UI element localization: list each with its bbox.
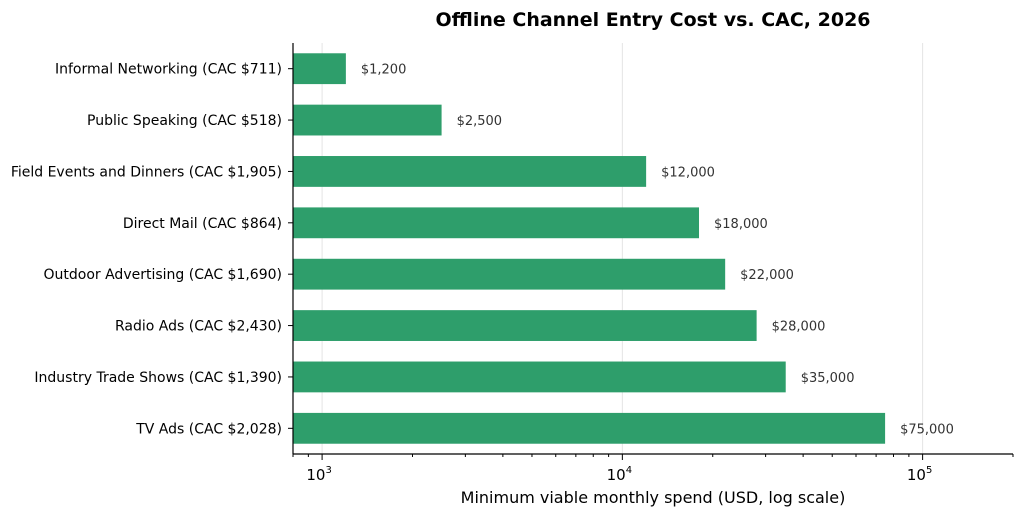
category-label: Radio Ads (CAC $2,430) [115, 319, 282, 335]
category-label: TV Ads (CAC $2,028) [135, 421, 282, 437]
x-tick-label: 104 [607, 465, 632, 484]
category-label: Direct Mail (CAC $864) [123, 216, 282, 232]
bars: $1,200 $2,500 $12,000 $18,000 $22,000 $28,000… [293, 53, 954, 444]
bar [293, 412, 886, 444]
bar [293, 207, 700, 239]
value-label: $18,000 [714, 217, 768, 232]
bar [293, 310, 757, 341]
bar [293, 361, 786, 393]
x-tick-label: 105 [907, 465, 932, 484]
value-label: $28,000 [772, 320, 826, 335]
value-label: $75,000 [900, 422, 954, 437]
value-label: $22,000 [740, 268, 794, 283]
bar [293, 156, 647, 187]
category-label: Outdoor Advertising (CAC $1,690) [44, 267, 283, 283]
chart-title: Offline Channel Entry Cost vs. CAC, 2026 [435, 9, 870, 31]
value-label: $35,000 [801, 371, 855, 386]
x-tick-exponent: 3 [325, 465, 331, 476]
value-label: $1,200 [361, 63, 407, 78]
x-tick-exponent: 4 [626, 465, 632, 476]
value-label: $2,500 [457, 114, 503, 129]
bar [293, 53, 346, 85]
category-label: Public Speaking (CAC $518) [87, 113, 282, 129]
bar [293, 104, 442, 136]
x-tick-exponent: 5 [926, 465, 932, 476]
category-label: Industry Trade Shows (CAC $1,390) [34, 370, 282, 386]
bar [293, 258, 726, 290]
value-label: $12,000 [661, 165, 715, 180]
category-label: Informal Networking (CAC $711) [55, 62, 282, 78]
axes: Informal Networking (CAC $711) Public Spe… [11, 43, 1014, 484]
x-tick-label: 103 [306, 465, 331, 484]
category-label: Field Events and Dinners (CAC $1,905) [11, 164, 282, 180]
x-axis-label: Minimum viable monthly spend (USD, log s… [461, 488, 846, 507]
